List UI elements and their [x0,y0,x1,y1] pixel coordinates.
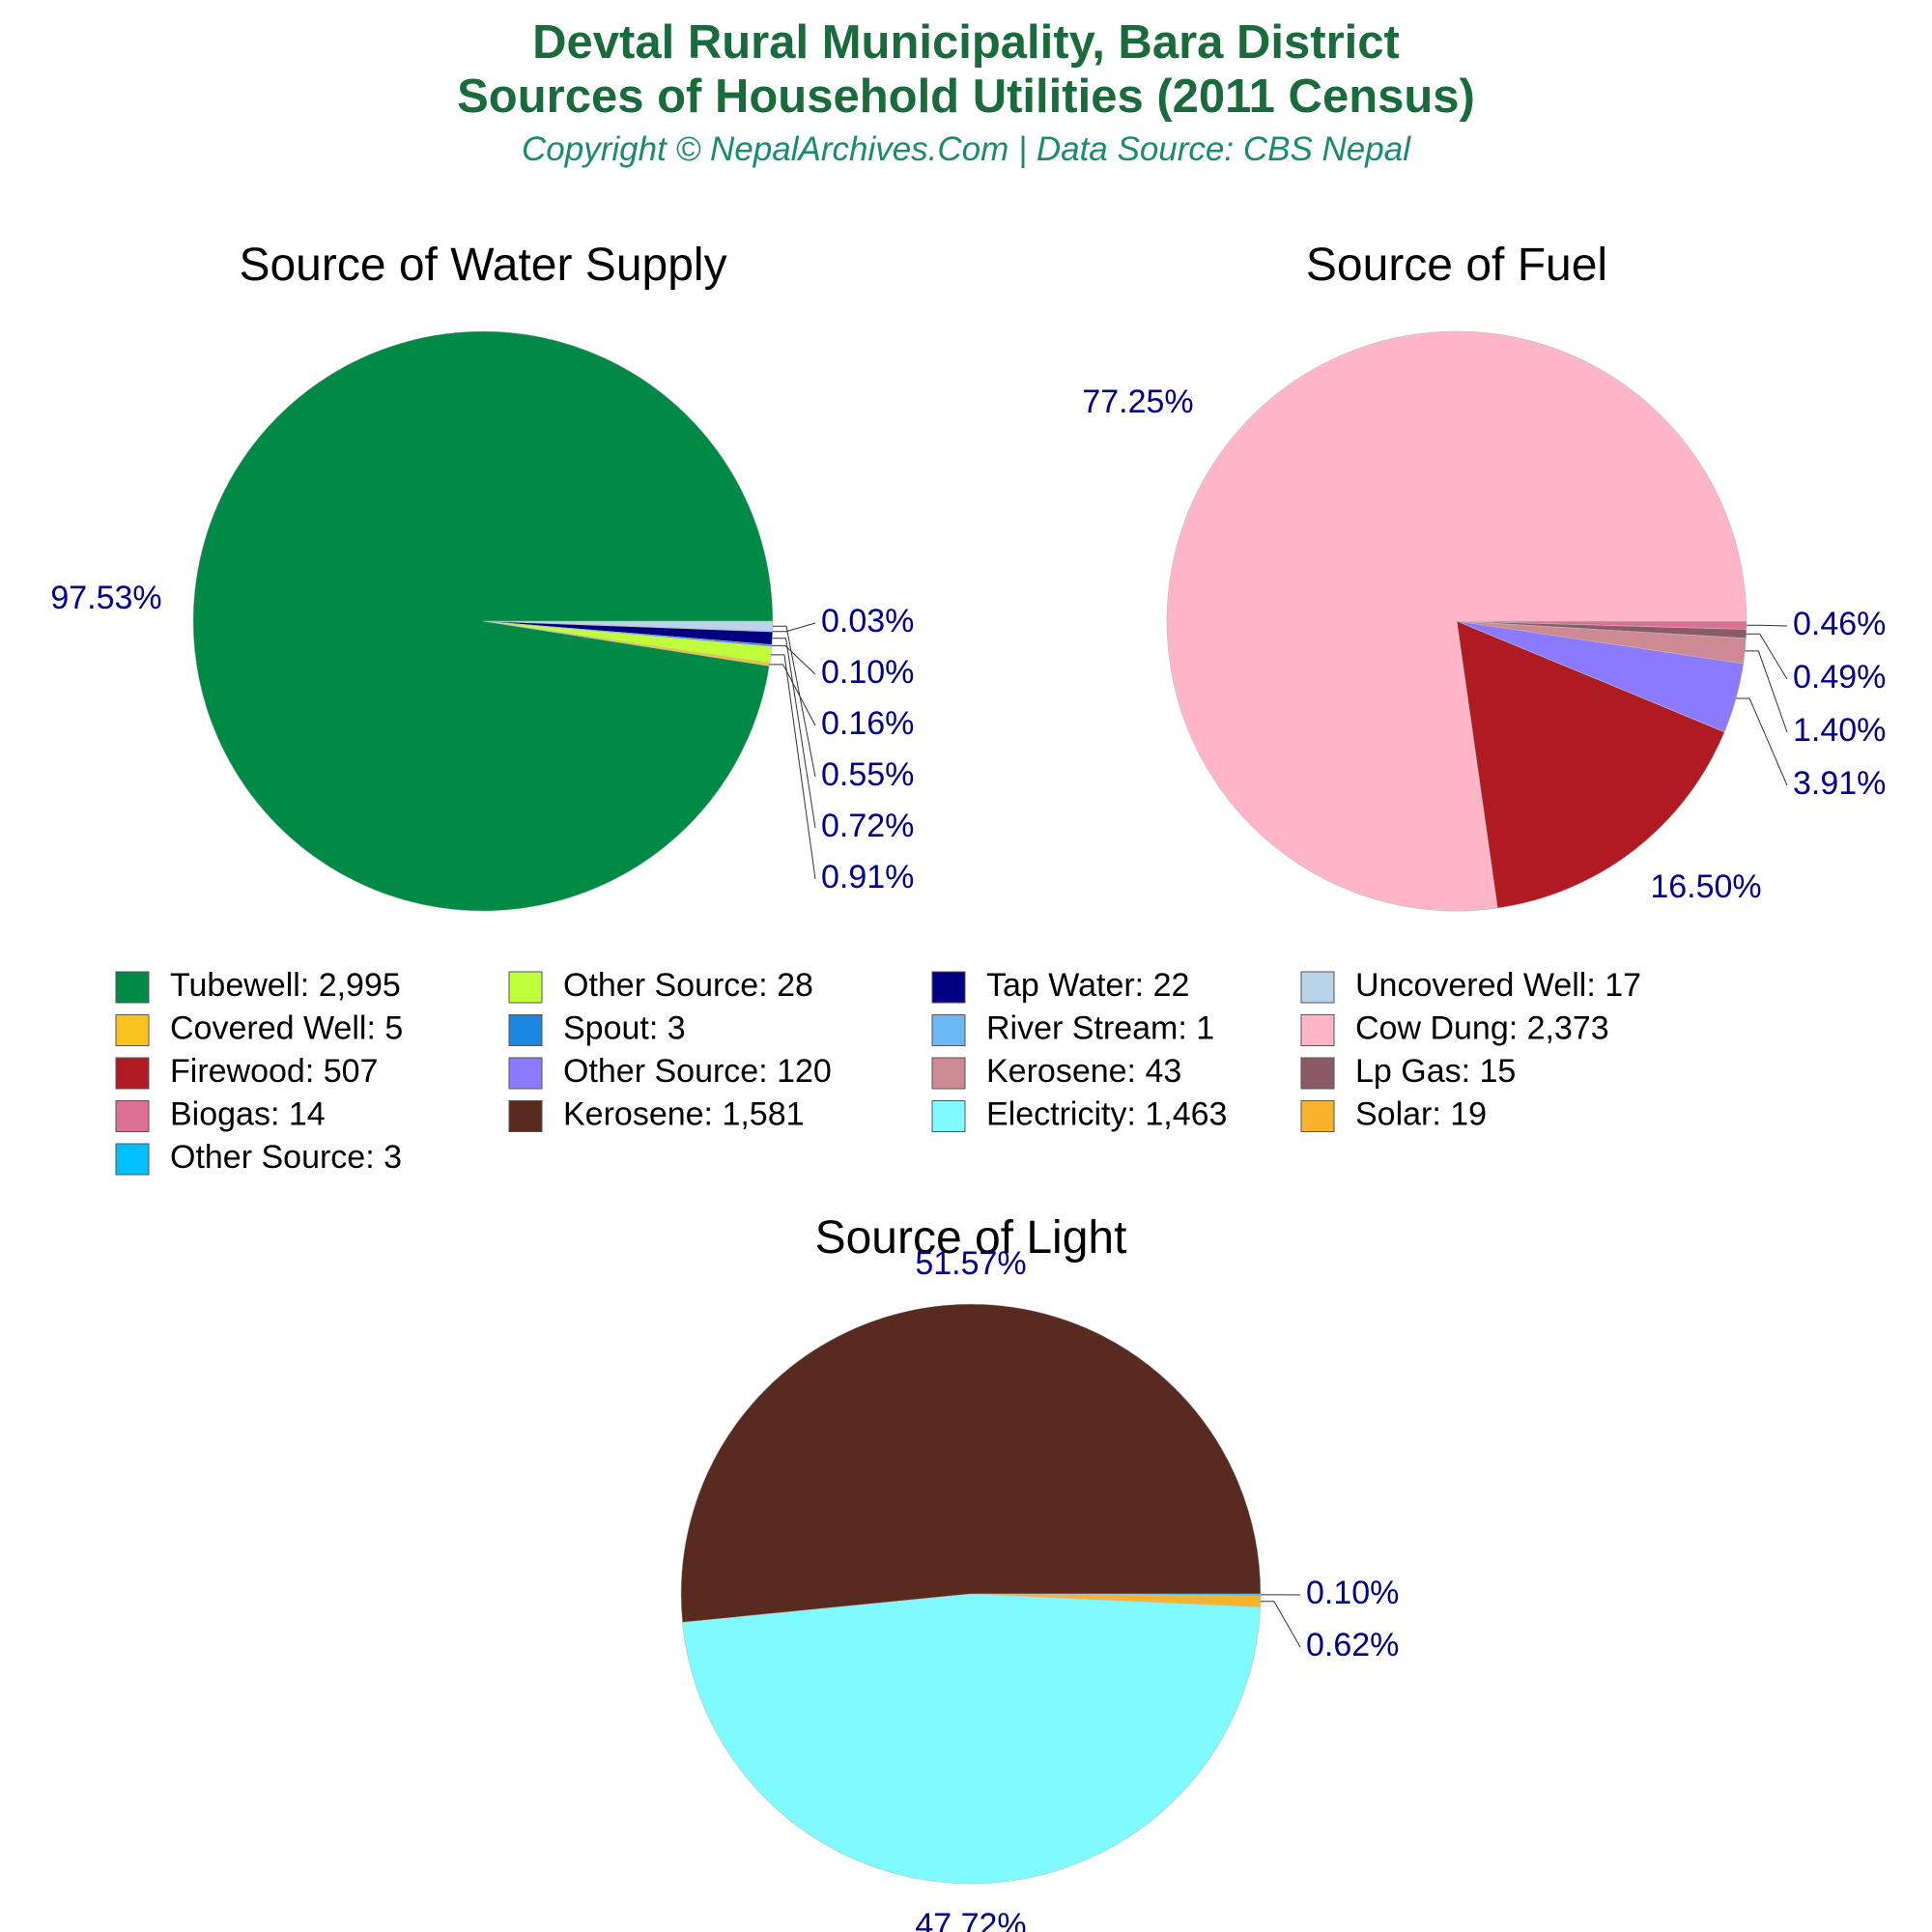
leader-line-source-of-water-supply-uncovered-well [773,625,816,778]
legend-swatch-other-source-28 [508,971,543,1004]
leader-line-source-of-water-supply-tap-water [772,638,816,829]
legend-swatch-other-source-3 [115,1143,150,1176]
legend-label-solar-19: Solar: 19 [1355,1095,1487,1132]
leader-line-source-of-fuel-other-source [1736,697,1788,786]
legend-label-uncovered-well-17: Uncovered Well: 17 [1355,967,1641,1004]
pie-label-source-of-water-supply-river-stream: 0.03% [821,603,914,639]
legend-swatch-biogas-14 [115,1100,150,1132]
legend-label-cow-dung-2-373: Cow Dung: 2,373 [1355,1009,1609,1046]
pie-label-source-of-water-supply-spout: 0.10% [821,654,914,691]
pie-slice-source-of-light-kerosene [680,1303,1262,1623]
legend-label-other-source-3: Other Source: 3 [170,1139,402,1176]
leader-line-source-of-fuel-lp-gas [1746,633,1788,680]
legend-swatch-electricity-1-463 [931,1100,966,1132]
legend-swatch-cow-dung-2-373 [1300,1014,1335,1046]
chart-title-line-1: Devtal Rural Municipality, Bara District [532,16,1400,69]
legend-swatch-other-source-120 [508,1057,543,1090]
legend-label-electricity-1-463: Electricity: 1,463 [986,1095,1227,1132]
pie-label-source-of-water-supply-other-source: 0.91% [821,859,914,895]
legend-label-tap-water-22: Tap Water: 22 [986,967,1189,1004]
pie-label-source-of-fuel-other-source: 3.91% [1793,765,1886,802]
legend-label-biogas-14: Biogas: 14 [170,1095,326,1132]
pie-label-source-of-fuel-firewood: 16.50% [1650,868,1761,905]
pie-slice-source-of-water-supply-tubewell [192,330,774,912]
legend-label-kerosene-1-581: Kerosene: 1,581 [563,1095,805,1132]
pie-label-source-of-water-supply-uncovered-well: 0.55% [821,756,914,793]
leader-line-source-of-water-supply-spout [771,644,816,675]
legend-swatch-tap-water-22 [931,971,966,1004]
legend-swatch-kerosene-1-581 [508,1100,543,1132]
legend-swatch-spout-3 [508,1014,543,1046]
legend-label-firewood-507: Firewood: 507 [170,1053,378,1090]
legend-swatch-tubewell-2-995 [115,971,150,1004]
leader-line-source-of-fuel-biogas [1747,624,1788,627]
pie-label-source-of-fuel-lp-gas: 0.49% [1793,659,1886,696]
leader-line-source-of-water-supply-covered-well [769,664,816,726]
legend-label-covered-well-5: Covered Well: 5 [170,1009,403,1046]
legend-swatch-river-stream-1 [931,1014,966,1046]
pie-title-source-of-water-supply: Source of Water Supply [239,240,726,291]
legend-swatch-uncovered-well-17 [1300,971,1335,1004]
pie-title-source-of-fuel: Source of Fuel [1306,240,1607,291]
pie-label-source-of-light-solar: 0.62% [1306,1627,1399,1663]
leader-line-source-of-water-supply-other-source [771,654,816,880]
pie-slice-source-of-light-electricity [682,1593,1262,1885]
legend-swatch-solar-19 [1300,1100,1335,1132]
legend-label-lp-gas-15: Lp Gas: 15 [1355,1053,1516,1090]
legend-swatch-covered-well-5 [115,1014,150,1046]
pie-label-source-of-fuel-biogas: 0.46% [1793,606,1886,642]
pie-label-source-of-water-supply-covered-well: 0.16% [821,705,914,742]
legend-swatch-firewood-507 [115,1057,150,1090]
legend-label-other-source-28: Other Source: 28 [563,967,813,1004]
leader-line-source-of-light-solar [1260,1601,1301,1648]
pie-slice-source-of-fuel-firewood [1456,620,1725,909]
pie-label-source-of-light-other-source: 0.10% [1306,1575,1399,1611]
pie-slice-source-of-fuel-cow-dung [1166,330,1747,912]
legend-label-spout-3: Spout: 3 [563,1009,686,1046]
legend-label-tubewell-2-995: Tubewell: 2,995 [170,967,401,1004]
legend-label-other-source-120: Other Source: 120 [563,1053,832,1090]
chart-title-line-2: Sources of Household Utilities (2011 Cen… [457,71,1475,123]
pie-label-source-of-light-electricity: 47.72% [915,1907,1026,1932]
pie-label-source-of-water-supply-tubewell: 97.53% [50,580,161,616]
legend-label-kerosene-43: Kerosene: 43 [986,1053,1181,1090]
chart-subtitle: Copyright © NepalArchives.Com | Data Sou… [522,130,1410,168]
legend-swatch-kerosene-43 [931,1057,966,1090]
pie-title-source-of-light: Source of Light [815,1212,1127,1264]
legend-swatch-lp-gas-15 [1300,1057,1335,1090]
leader-line-source-of-fuel-kerosene [1745,650,1788,733]
pie-label-source-of-water-supply-tap-water: 0.72% [821,808,914,844]
pie-label-source-of-fuel-kerosene: 1.40% [1793,712,1886,749]
pie-label-source-of-light-kerosene: 51.57% [915,1245,1026,1282]
pie-label-source-of-fuel-cow-dung: 77.25% [1082,384,1193,420]
leader-line-source-of-water-supply-river-stream [772,622,816,633]
legend-label-river-stream-1: River Stream: 1 [986,1009,1214,1046]
